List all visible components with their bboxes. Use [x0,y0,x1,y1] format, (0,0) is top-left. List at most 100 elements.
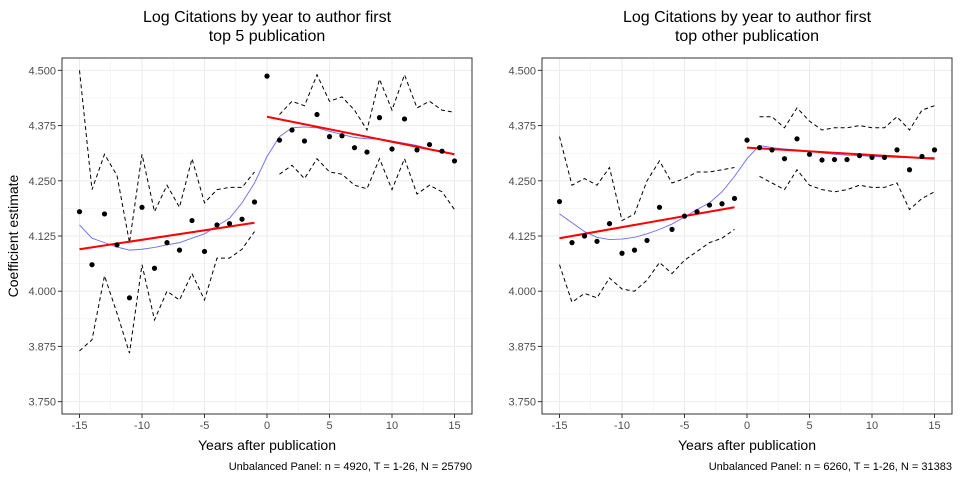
data-point [606,221,613,227]
data-point [894,147,900,153]
data-point [451,158,458,164]
axis-ticks: -15 -10 -5 0 5 10 15 3.750 3.875 4.000 4.125 4.250 4… [508,65,940,432]
data-point [819,157,825,163]
data-point [189,217,195,224]
y-tick-label: 3.875 [28,341,56,353]
data-point [619,250,625,256]
gridlines [542,58,952,414]
data-point [781,156,788,162]
y-tick-label: 4.000 [508,286,536,298]
chart-title-line-2: top other publication [675,28,819,45]
fit-pre-line [79,221,255,251]
data-point [151,265,158,271]
data-point [176,247,183,253]
x-axis-title: Years after publication [678,437,816,453]
x-tick-label: 0 [744,420,750,432]
chart-caption: Unbalanced Panel: n = 6260, T = 1-26, N … [709,461,952,473]
y-tick-label: 4.500 [508,65,536,77]
chart-marks [76,70,458,354]
data-point [289,127,295,133]
fit-post-line [266,115,455,156]
data-point [906,167,913,173]
data-point [706,202,713,208]
x-tick-label: -15 [72,420,88,432]
data-point [214,222,220,228]
data-point [869,154,875,160]
x-tick-label: 0 [264,420,270,432]
fit-pre-line [559,206,735,240]
data-point [669,226,675,232]
chart-marks [556,105,938,304]
data-point [719,201,725,207]
data-point [756,145,763,151]
data-point [264,73,270,79]
y-tick-label: 4.500 [28,65,56,77]
x-tick-label: 15 [928,420,940,432]
x-tick-label: 5 [806,420,812,432]
data-point [339,133,345,139]
data-point [794,136,800,142]
data-point [326,134,333,140]
data-point [594,238,600,244]
x-tick-label: -15 [552,420,568,432]
y-tick-label: 4.375 [28,121,56,133]
data-point [139,204,145,210]
chart-title-line-1: Log Citations by year to author first [623,9,872,26]
axis-ticks: -15 -10 -5 0 5 10 15 3.750 3.875 4.000 4.125 4.250 4… [28,65,460,432]
data-point [364,149,370,155]
data-point [806,151,813,157]
x-tick-label: 10 [386,420,398,432]
y-tick-label: 4.000 [28,286,56,298]
x-tick-label: 10 [866,420,878,432]
chart-left: Log Citations by year to author first to… [5,9,473,473]
data-point [89,262,95,268]
data-point [644,237,650,244]
x-tick-label: -5 [200,420,210,432]
x-tick-label: -10 [134,420,150,432]
data-point [931,147,938,153]
data-point [251,199,258,205]
data-point [101,211,108,217]
y-tick-label: 4.250 [508,176,536,188]
data-point [226,221,233,227]
y-tick-label: 4.375 [508,121,536,133]
data-point [569,240,575,246]
x-tick-label: 5 [326,420,332,432]
data-point [76,209,83,215]
data-point [389,146,395,152]
x-tick-label: 15 [448,420,460,432]
y-tick-label: 3.750 [508,397,536,409]
ci-lower-post-line [759,168,935,211]
ci-upper-pre-line [79,70,255,243]
data-point [656,204,663,210]
ci-upper-post-line [759,105,935,131]
data-point [126,295,133,301]
y-tick-label: 4.250 [28,176,56,188]
y-axis-title: Coefficient estimate [5,174,21,297]
data-point [164,240,170,246]
data-point [114,242,120,248]
data-point [744,137,750,143]
y-tick-label: 3.875 [508,341,536,353]
data-point [426,141,433,148]
x-tick-label: -10 [614,420,630,432]
y-tick-label: 3.750 [28,397,56,409]
data-point [276,137,283,143]
data-point [581,233,588,239]
data-point [844,156,850,163]
x-axis-title: Years after publication [198,437,336,453]
data-point [694,209,700,215]
y-tick-label: 4.125 [28,231,56,243]
data-point [681,213,688,219]
x-tick-label: -5 [680,420,690,432]
data-point [831,156,838,163]
data-point [414,147,420,153]
chart-caption: Unbalanced Panel: n = 4920, T = 1-26, N … [229,461,472,473]
data-point [919,153,925,160]
fit-post-line [746,146,935,160]
ci-lower-pre-line [559,228,735,304]
data-point [351,145,358,151]
data-point [881,154,888,160]
data-point [556,198,563,205]
